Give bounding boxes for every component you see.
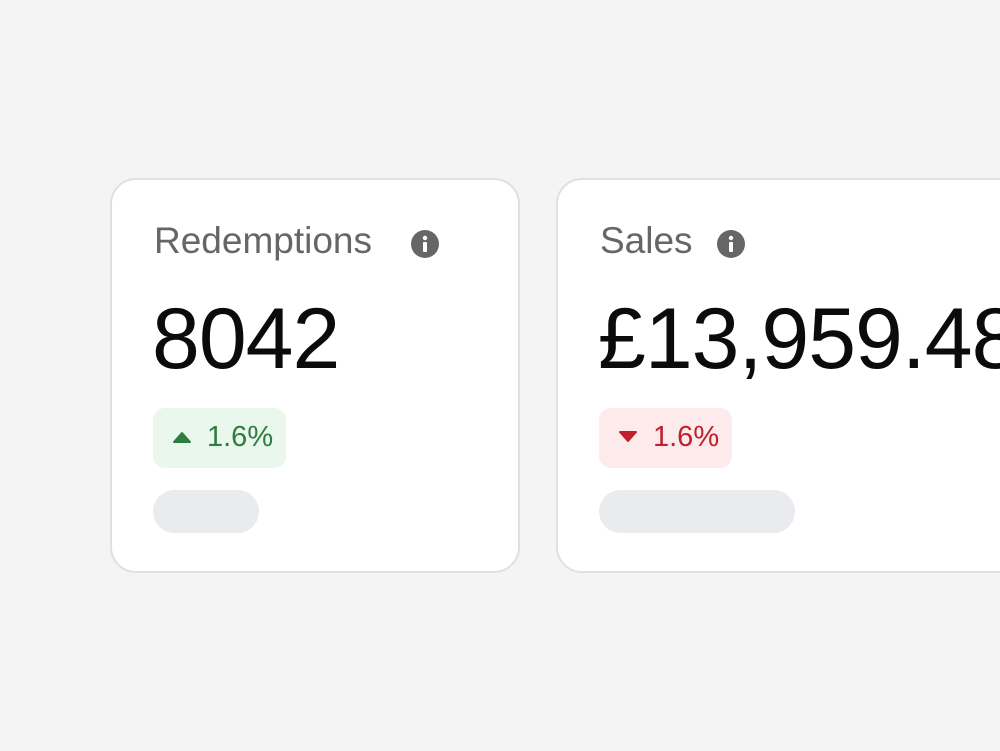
skeleton-placeholder <box>599 490 795 533</box>
skeleton-placeholder <box>153 490 259 533</box>
kpi-card: Redemptions 8042 1.6% <box>110 178 520 573</box>
change-badge: 1.6% <box>599 408 732 468</box>
change-text: 1.6% <box>207 421 274 453</box>
card-value: £13,959.48 <box>598 291 1000 387</box>
info-icon[interactable] <box>411 230 439 258</box>
card-label: Sales <box>600 220 693 261</box>
kpi-card: Sales £13,959.48 1.6% <box>556 178 1000 573</box>
info-icon[interactable] <box>717 230 745 258</box>
trend-up-icon <box>173 432 191 443</box>
card-label: Redemptions <box>154 220 373 261</box>
trend-down-icon <box>619 431 637 442</box>
change-text: 1.6% <box>653 421 720 453</box>
card-value: 8042 <box>152 291 340 387</box>
change-badge: 1.6% <box>153 408 286 468</box>
